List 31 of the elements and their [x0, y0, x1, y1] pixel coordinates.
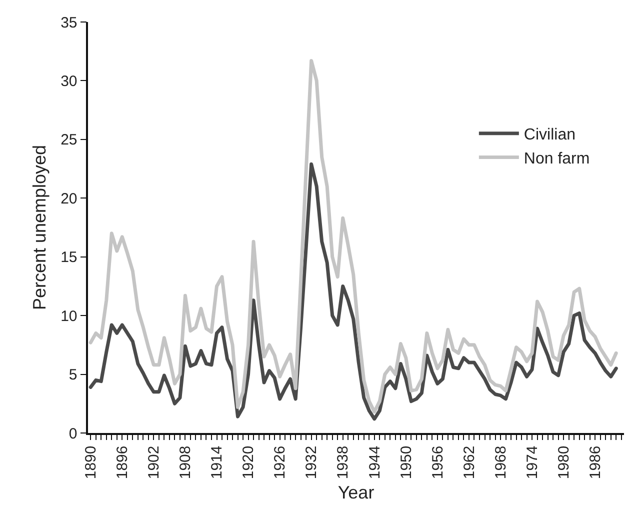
- x-tick-label: 1896: [114, 446, 132, 480]
- x-tick-label: 1962: [460, 446, 478, 480]
- y-tick-label: 20: [60, 190, 78, 208]
- y-tick-label: 25: [60, 132, 78, 149]
- y-tick-label: 5: [68, 366, 78, 384]
- x-tick-label: 1938: [334, 446, 352, 480]
- y-tick-label: 30: [60, 72, 78, 90]
- y-tick-label: 10: [60, 308, 78, 325]
- x-tick-label: 1932: [303, 446, 320, 480]
- line-series: [88, 59, 618, 414]
- legend-label: Civilian: [524, 126, 576, 144]
- x-tick-label: 1986: [586, 446, 604, 480]
- x-tick-label: 1974: [524, 446, 541, 480]
- x-tick-label: 1968: [492, 446, 510, 480]
- x-tick-label: 1914: [208, 446, 226, 480]
- x-tick-label: 1902: [146, 446, 163, 480]
- x-tick-label: 1890: [82, 446, 100, 480]
- y-axis-title: Percent unemployed: [29, 144, 50, 310]
- y-tick-label: 0: [68, 425, 78, 442]
- x-tick-label: 1926: [272, 446, 289, 480]
- x-tick-label: 1980: [555, 446, 572, 480]
- x-tick-label: 1944: [366, 446, 384, 480]
- x-tick-label: 1908: [177, 446, 194, 480]
- y-tick-label: 35: [60, 14, 78, 32]
- y-tick-label: 15: [60, 249, 78, 266]
- x-tick-label: 1950: [398, 446, 415, 480]
- legend-label: Non farm: [524, 150, 590, 168]
- line-series: [88, 162, 618, 421]
- x-tick-label: 1920: [240, 446, 258, 480]
- x-tick-label: 1956: [429, 446, 446, 480]
- x-axis-title: Year: [338, 482, 374, 503]
